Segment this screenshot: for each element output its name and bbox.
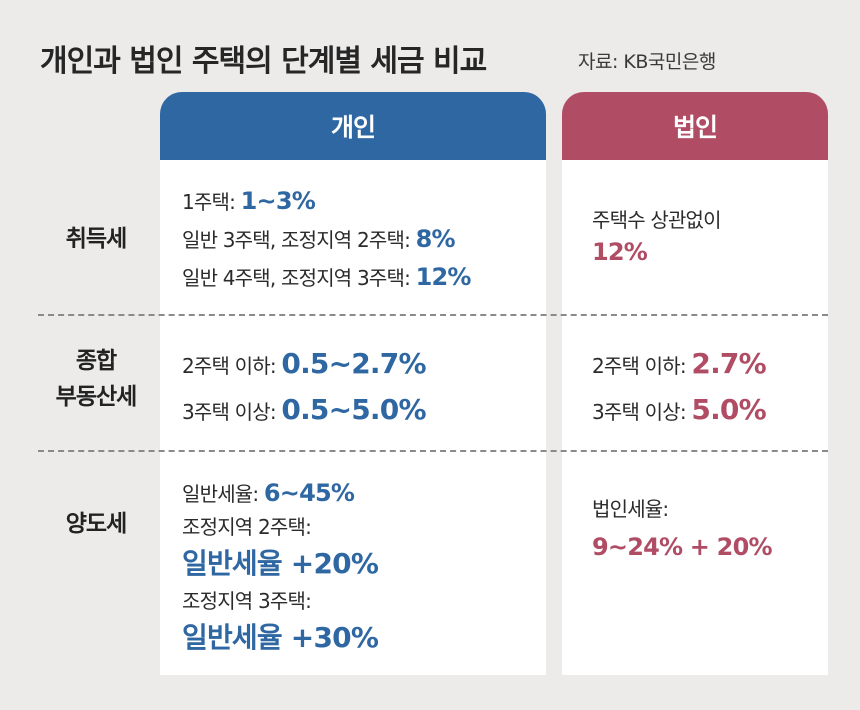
- individual-header: 개인: [160, 92, 546, 160]
- line-value: 2.7%: [691, 347, 766, 380]
- property-individual-line-1: 2주택 이하: 0.5~2.7%: [182, 342, 427, 388]
- line-text: 3주택 이상:: [592, 400, 692, 424]
- property-individual-line-2: 3주택 이상: 0.5~5.0%: [182, 388, 427, 434]
- line-value: 5.0%: [691, 393, 766, 426]
- acquisition-individual-line-2: 일반 3주택, 조정지역 2주택: 8%: [182, 221, 471, 259]
- corporate-column-bg: [562, 160, 828, 675]
- line-text: 일반 3주택, 조정지역 2주택:: [182, 228, 416, 252]
- property-corporate-line-1: 2주택 이하: 2.7%: [592, 342, 767, 388]
- row-label-property-line1: 종합: [75, 348, 117, 374]
- line-text: 2주택 이하:: [592, 354, 692, 378]
- line-text: 3주택 이상:: [182, 400, 282, 424]
- corporate-header: 법인: [562, 92, 828, 160]
- transfer-general-line: 일반세율: 6~45%: [182, 475, 378, 511]
- acquisition-individual-line-1: 1주택: 1~3%: [182, 183, 471, 221]
- property-corporate-line-2: 3주택 이상: 5.0%: [592, 388, 767, 434]
- line-value: 12%: [415, 263, 472, 291]
- transfer-corporate-cell: 법인세율: 9~24% + 20%: [592, 490, 773, 566]
- acquisition-individual-line-3: 일반 4주택, 조정지역 3주택: 12%: [182, 259, 471, 297]
- row-label-transfer: 양도세: [65, 511, 127, 537]
- property-individual-cell: 2주택 이하: 0.5~2.7% 3주택 이상: 0.5~5.0%: [182, 342, 427, 434]
- line-text: 일반세율:: [182, 482, 264, 506]
- line-value: 8%: [415, 225, 456, 253]
- acquisition-corporate-value: 12%: [592, 238, 648, 266]
- line-value: 0.5~5.0%: [281, 393, 426, 426]
- individual-column-bg: [160, 160, 546, 675]
- line-value: 1~3%: [240, 187, 316, 215]
- property-corporate-cell: 2주택 이하: 2.7% 3주택 이상: 5.0%: [592, 342, 767, 434]
- page-title: 개인과 법인 주택의 단계별 세금 비교: [40, 44, 487, 79]
- transfer-adj3-text: 조정지역 3주택:: [182, 589, 312, 613]
- transfer-adj2-value: 일반세율 +20%: [182, 547, 379, 580]
- acquisition-corporate-text: 주택수 상관없이: [592, 208, 722, 232]
- row-divider-2: [38, 450, 828, 452]
- transfer-corporate-value: 9~24% + 20%: [592, 533, 773, 561]
- row-label-property: 종합 부동산세: [40, 344, 152, 415]
- line-text: 2주택 이하:: [182, 354, 282, 378]
- transfer-adj2-text: 조정지역 2주택:: [182, 515, 312, 539]
- row-label-acquisition: 취득세: [65, 226, 127, 252]
- transfer-corporate-text: 법인세율:: [592, 497, 669, 521]
- line-text: 일반 4주택, 조정지역 3주택:: [182, 266, 416, 290]
- row-label-property-line2: 부동산세: [55, 383, 138, 410]
- row-divider-1: [38, 314, 828, 316]
- transfer-individual-cell: 일반세율: 6~45% 조정지역 2주택: 일반세율 +20% 조정지역 3주택…: [182, 475, 379, 659]
- acquisition-corporate-cell: 주택수 상관없이 12%: [592, 204, 722, 268]
- acquisition-individual-cell: 1주택: 1~3% 일반 3주택, 조정지역 2주택: 8% 일반 4주택, 조…: [182, 183, 471, 297]
- source-note: 자료: KB국민은행: [578, 51, 716, 73]
- transfer-adj3-value: 일반세율 +30%: [182, 621, 379, 654]
- line-value: 6~45%: [263, 479, 355, 507]
- line-text: 1주택:: [182, 190, 241, 214]
- line-value: 0.5~2.7%: [281, 347, 426, 380]
